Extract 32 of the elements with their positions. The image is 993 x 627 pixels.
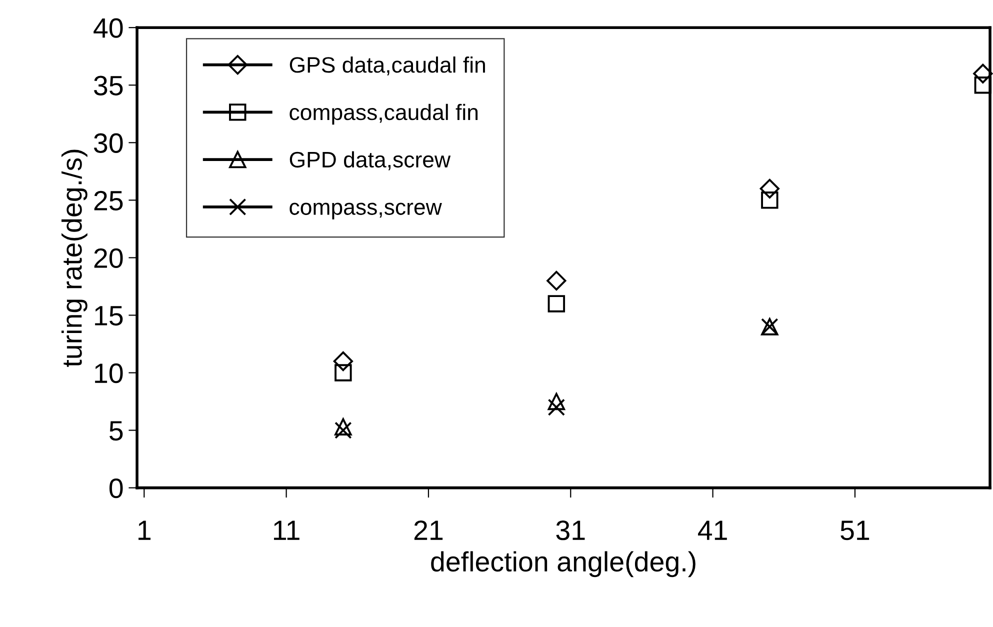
x-axis-title: deflection angle(deg.) (431, 551, 696, 578)
y-tick-label: 40 (94, 18, 123, 38)
point (334, 422, 352, 439)
point (760, 178, 780, 198)
y-axis-title: turing rate(deg./s) (61, 150, 88, 367)
y-tick-label: 20 (94, 248, 123, 268)
y-tick-label: 30 (94, 133, 123, 153)
x-tick-label: 51 (840, 520, 870, 540)
y-tick-label: 10 (95, 363, 123, 384)
y-tick-label: 0 (109, 478, 123, 498)
y-tick-label: 15 (95, 306, 123, 326)
legend-label: compass,caudal fin (290, 104, 478, 125)
point (761, 192, 778, 209)
legend-label: GPD data,screw (290, 151, 451, 170)
point (334, 364, 352, 382)
point (546, 270, 566, 291)
x-tick-label: 31 (556, 520, 585, 540)
x-tick-label: 41 (698, 520, 727, 540)
x-tick-label: 21 (414, 520, 443, 540)
point (548, 398, 566, 416)
point (973, 64, 993, 84)
point (333, 351, 353, 372)
y-tick-label: 35 (94, 76, 123, 96)
point (548, 295, 566, 312)
y-tick-label: 5 (110, 421, 123, 441)
legend-label: compass,screw (290, 202, 442, 220)
y-tick-label: 25 (94, 190, 123, 211)
legend-label: GPS data,caudal fin (290, 56, 485, 76)
x-tick-label: 11 (274, 520, 300, 540)
point (334, 418, 352, 436)
x-tick-label: 1 (138, 520, 151, 540)
point (548, 392, 566, 410)
